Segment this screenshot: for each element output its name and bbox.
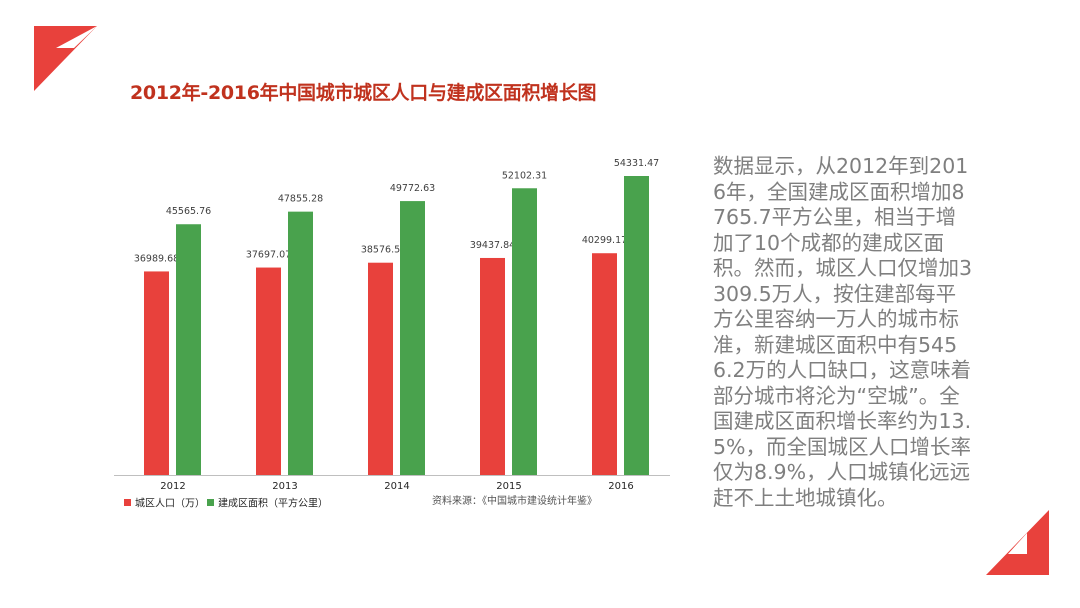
bar-chart: 36989.68 45565.76 2012 37697.07 47855.28 2013… xyxy=(110,148,670,508)
x-tick-label: 2015 xyxy=(496,481,521,492)
description-text: 数据显示，从2012年到2016年，全国建成区面积增加8765.7平方公里，相当… xyxy=(713,154,973,510)
legend-swatch-population xyxy=(124,499,131,506)
legend-swatch-area xyxy=(207,499,214,506)
data-label: 36989.68 xyxy=(134,253,179,264)
bar-area-2012 xyxy=(176,224,201,475)
bar-area-2015 xyxy=(512,188,537,475)
x-tick-label: 2012 xyxy=(160,481,185,492)
x-tick-label: 2013 xyxy=(272,481,297,492)
corner-decoration-top-left xyxy=(34,26,97,91)
data-label: 38576.5 xyxy=(361,245,400,256)
data-label: 47855.28 xyxy=(278,194,323,205)
bar-population-2015 xyxy=(480,257,505,475)
legend-label-population: 城区人口（万） xyxy=(135,498,205,509)
data-label: 37697.07 xyxy=(246,250,291,261)
data-label: 49772.63 xyxy=(390,183,435,194)
data-label: 52102.31 xyxy=(502,170,547,181)
legend-label-area: 建成区面积（平方公里） xyxy=(218,497,328,509)
bar-area-2016 xyxy=(624,176,649,475)
source-note: 资料来源：《中国城市建设统计年鉴》 xyxy=(432,496,597,507)
page-title: 2012年-2016年中国城市城区人口与建成区面积增长图 xyxy=(130,82,597,104)
data-label: 40299.17 xyxy=(582,235,627,246)
data-label: 54331.47 xyxy=(614,158,659,169)
bar-area-2013 xyxy=(288,211,313,475)
bar-population-2013 xyxy=(256,267,281,475)
data-label: 39437.84 xyxy=(470,240,515,251)
data-label: 45565.76 xyxy=(166,206,211,217)
x-tick-label: 2014 xyxy=(384,481,409,492)
bar-population-2016 xyxy=(592,253,617,475)
bar-population-2012 xyxy=(144,271,169,475)
bar-population-2014 xyxy=(368,262,393,475)
corner-decoration-bottom-right xyxy=(986,510,1049,575)
bar-area-2014 xyxy=(400,201,425,475)
x-tick-label: 2016 xyxy=(608,481,633,492)
